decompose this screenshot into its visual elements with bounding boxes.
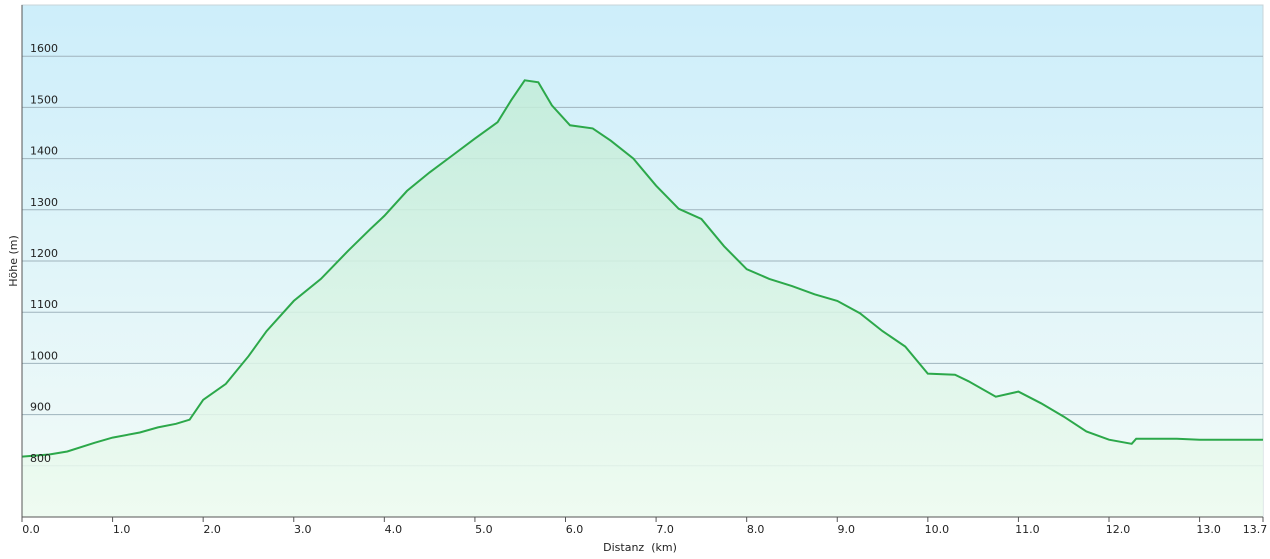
x-tick-label: 5.0 — [475, 523, 493, 536]
y-tick-label: 1000 — [30, 349, 58, 362]
y-tick-label: 900 — [30, 401, 51, 414]
x-tick-label: 9.0 — [838, 523, 856, 536]
x-tick-label: 10.0 — [925, 523, 950, 536]
elevation-line — [21, 79, 1263, 458]
y-tick-label: 1400 — [30, 145, 58, 158]
x-tick-label: 2.0 — [203, 523, 221, 536]
y-tick-label: 1600 — [30, 42, 58, 55]
elevation-area — [22, 80, 1263, 518]
x-tick-label: 13.7 — [1243, 523, 1268, 536]
x-tick-label: 11.0 — [1015, 523, 1040, 536]
y-tick-label: 1300 — [30, 196, 58, 209]
x-tick-label: 6.0 — [566, 523, 584, 536]
x-tick-label: 12.0 — [1106, 523, 1131, 536]
x-axis-label: Distanz (km) — [603, 541, 677, 554]
x-tick-label: 0.0 — [22, 523, 40, 536]
x-tick-label: 4.0 — [385, 523, 403, 536]
y-tick-label: 1200 — [30, 247, 58, 260]
y-tick-label: 1500 — [30, 93, 58, 106]
x-tick-label: 7.0 — [656, 523, 674, 536]
x-tick-label: 3.0 — [294, 523, 312, 536]
x-tick-label: 13.0 — [1196, 523, 1221, 536]
x-tick-label: 1.0 — [113, 523, 131, 536]
y-tick-label: 1100 — [30, 298, 58, 311]
x-tick-label: 8.0 — [747, 523, 765, 536]
y-tick-label: 800 — [30, 452, 51, 465]
y-axis-label: Höhe (m) — [7, 235, 20, 287]
